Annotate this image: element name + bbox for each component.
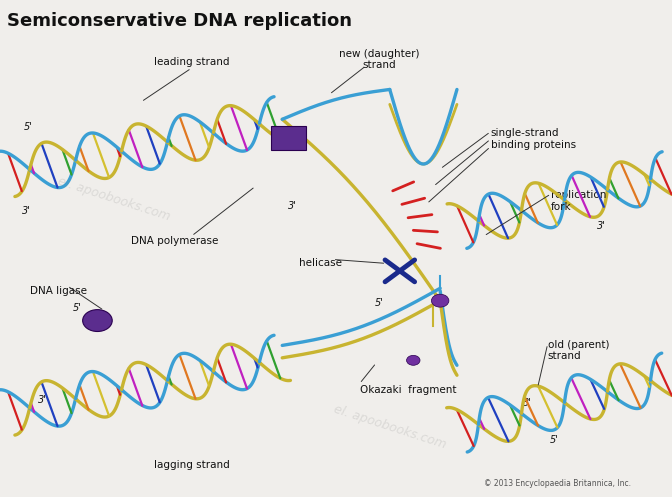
Text: 3': 3': [597, 221, 606, 231]
Text: el. apoobooks.com: el. apoobooks.com: [332, 403, 448, 452]
Text: el. apoobooks.com: el. apoobooks.com: [56, 174, 172, 223]
Text: lagging strand: lagging strand: [154, 460, 229, 470]
Circle shape: [83, 310, 112, 331]
Text: replication
fork: replication fork: [551, 190, 606, 212]
Text: Semiconservative DNA replication: Semiconservative DNA replication: [7, 12, 351, 30]
Text: 5': 5': [375, 298, 384, 308]
Text: new (daughter)
strand: new (daughter) strand: [339, 49, 420, 71]
Text: © 2013 Encyclopaedia Britannica, Inc.: © 2013 Encyclopaedia Britannica, Inc.: [484, 479, 631, 488]
Text: old (parent)
strand: old (parent) strand: [548, 339, 610, 361]
Text: helicase: helicase: [299, 258, 342, 268]
Text: single-strand
binding proteins: single-strand binding proteins: [491, 128, 576, 150]
Text: 3': 3': [523, 398, 532, 408]
Text: 3': 3': [288, 201, 297, 211]
Text: 3': 3': [22, 206, 32, 216]
Circle shape: [431, 294, 449, 307]
Text: 5': 5': [73, 303, 82, 313]
Text: 5': 5': [24, 122, 33, 132]
Text: Okazaki  fragment: Okazaki fragment: [360, 385, 456, 395]
Text: leading strand: leading strand: [154, 57, 229, 67]
Text: 5': 5': [550, 435, 559, 445]
Text: 3': 3': [38, 395, 47, 405]
Circle shape: [407, 355, 420, 365]
Text: DNA polymerase: DNA polymerase: [131, 236, 218, 246]
Text: DNA ligase: DNA ligase: [30, 286, 87, 296]
FancyBboxPatch shape: [271, 126, 306, 150]
